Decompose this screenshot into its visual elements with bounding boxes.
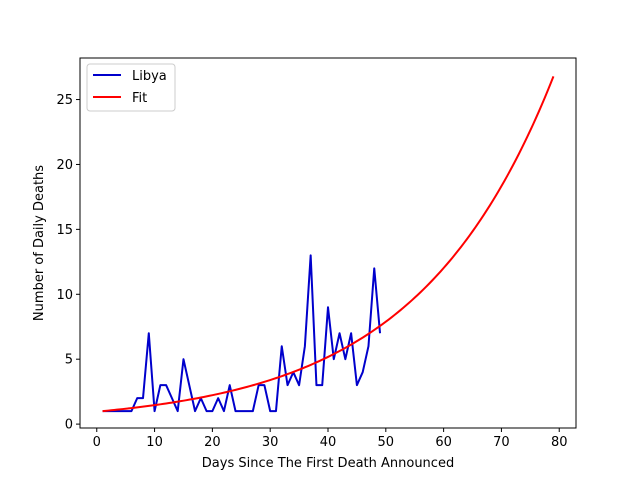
series-libya-line (102, 254, 382, 413)
x-tick-label: 40 (320, 435, 337, 450)
legend: Libya Fit (86, 63, 176, 112)
x-tick-label: 30 (262, 435, 279, 450)
y-tick-label: 25 (56, 93, 73, 108)
x-tick-label: 20 (204, 435, 221, 450)
y-tick-label: 20 (56, 158, 73, 173)
series-fit-line (102, 76, 555, 413)
y-axis-ticks: 0 5 10 15 20 25 (56, 93, 80, 433)
y-tick-label: 10 (56, 288, 73, 303)
y-tick-label: 5 (65, 353, 73, 368)
y-tick-label: 15 (56, 223, 73, 238)
x-tick-label: 70 (493, 435, 510, 450)
x-axis-label: Days Since The First Death Announced (202, 456, 454, 471)
x-tick-label: 10 (146, 435, 163, 450)
x-tick-label: 0 (93, 435, 101, 450)
x-tick-label: 60 (435, 435, 452, 450)
y-tick-label: 0 (65, 418, 73, 433)
legend-fit-label: Fit (132, 91, 147, 106)
x-tick-label: 50 (378, 435, 395, 450)
plot-lines (102, 76, 555, 413)
x-tick-label: 80 (551, 435, 568, 450)
y-axis-label: Number of Daily Deaths (32, 165, 47, 321)
x-axis-ticks: 0 10 20 30 40 50 60 70 80 (93, 428, 568, 450)
legend-libya-label: Libya (132, 69, 167, 84)
